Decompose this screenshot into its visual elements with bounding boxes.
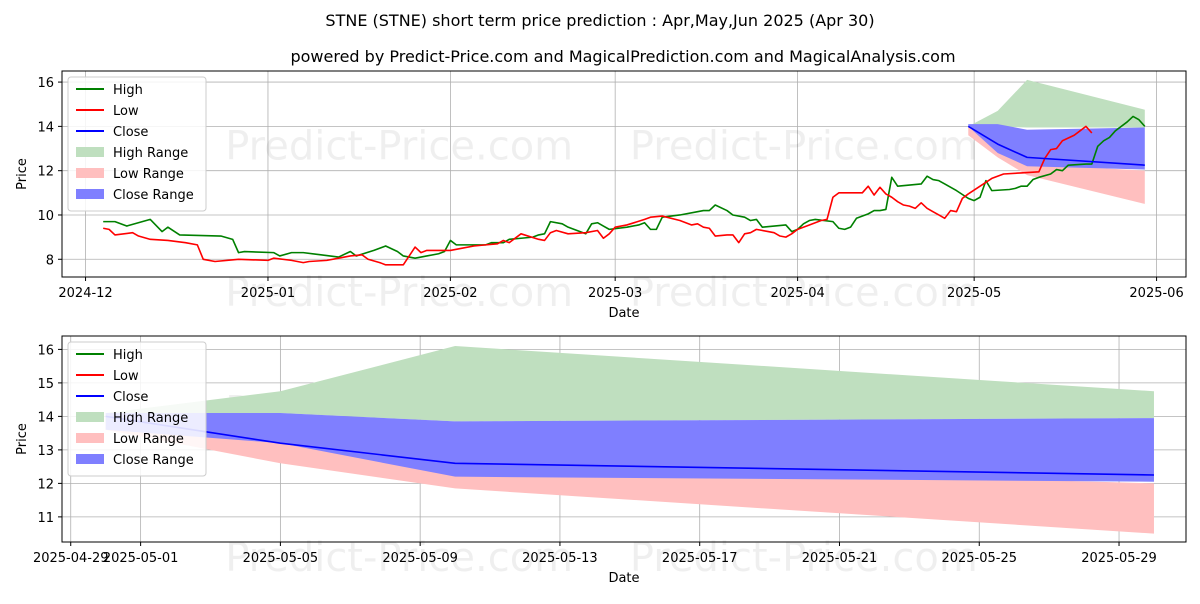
axes-frame bbox=[61, 335, 1187, 543]
y-axis-label: Price bbox=[15, 423, 30, 455]
legend-label-high-range: High Range bbox=[113, 411, 188, 426]
x-tick-label: 2025-05-29 bbox=[1081, 551, 1157, 566]
watermark-text: Predict-Price.com bbox=[225, 124, 573, 170]
legend-label-low: Low bbox=[113, 369, 139, 384]
x-tick-label: 2025-01 bbox=[241, 286, 295, 301]
y-tick-label: 16 bbox=[37, 76, 54, 91]
close-range-area bbox=[105, 413, 1154, 482]
legend-swatch-high-range bbox=[76, 147, 104, 157]
legend-label-low-range: Low Range bbox=[113, 432, 184, 447]
low-extended-series-line bbox=[967, 125, 1093, 195]
chart-panel-1: Predict-Price.com Predict-Price.com Predic… bbox=[15, 70, 1187, 321]
legend-label-high-range: High Range bbox=[113, 146, 188, 161]
x-tick-label: 2025-06 bbox=[1129, 286, 1183, 301]
x-tick-label: 2025-05-09 bbox=[382, 551, 458, 566]
axes-frame bbox=[61, 70, 1187, 278]
x-tick-label: 2025-04 bbox=[770, 286, 824, 301]
legend: High Low Close High Range Low Range Close Ran… bbox=[67, 341, 207, 477]
watermark-text: Predict-Price.com bbox=[225, 270, 573, 316]
legend-swatch-close-range bbox=[76, 189, 104, 199]
y-tick-label: 10 bbox=[37, 209, 54, 224]
y-tick-label: 12 bbox=[37, 477, 54, 492]
x-tick-label: 2025-05-13 bbox=[522, 551, 598, 566]
legend-swatch-close-range bbox=[76, 454, 104, 464]
chart-panel-2: Predict-Price.comPredict-Price.comPredic… bbox=[15, 335, 1187, 586]
x-tick-label: 2025-05 bbox=[947, 286, 1001, 301]
legend: High Low Close High Range Low Range Close Ran… bbox=[67, 76, 207, 212]
x-axis-label: Date bbox=[608, 571, 639, 586]
y-tick-label: 15 bbox=[37, 377, 54, 392]
y-tick-label: 11 bbox=[37, 511, 54, 526]
y-axis-label: Price bbox=[15, 158, 30, 190]
x-tick-label: 2025-05-25 bbox=[941, 551, 1017, 566]
y-tick-label: 14 bbox=[37, 120, 54, 135]
x-tick-label: 2025-04-29 bbox=[33, 551, 109, 566]
chart-title: STNE (STNE) short term price prediction … bbox=[325, 11, 874, 30]
y-tick-label: 14 bbox=[37, 410, 54, 425]
watermark-text: Predict-Price.com bbox=[630, 535, 978, 581]
chart-subtitle: powered by Predict-Price.com and Magical… bbox=[290, 47, 955, 66]
high-range-area bbox=[105, 346, 1154, 422]
legend-label-close: Close bbox=[113, 125, 148, 140]
watermark-text: Predict-Price.com bbox=[225, 535, 573, 581]
high-range-area bbox=[968, 79, 1145, 128]
x-tick-label: 2025-05-21 bbox=[802, 551, 878, 566]
x-tick-label: 2025-02 bbox=[423, 286, 477, 301]
legend-label-close-range: Close Range bbox=[113, 188, 194, 203]
x-axis-label: Date bbox=[608, 306, 639, 321]
legend-label-high: High bbox=[113, 348, 143, 363]
x-tick-label: 2025-05-01 bbox=[103, 551, 179, 566]
legend-label-low: Low bbox=[113, 104, 139, 119]
x-tick-label: 2024-12 bbox=[58, 286, 112, 301]
x-tick-label: 2025-03 bbox=[588, 286, 642, 301]
legend-swatch-low-range bbox=[76, 433, 104, 443]
close-range-area bbox=[968, 124, 1145, 170]
y-tick-label: 12 bbox=[37, 165, 54, 180]
legend-label-low-range: Low Range bbox=[113, 167, 184, 182]
low-series-line bbox=[103, 185, 969, 266]
y-tick-label: 16 bbox=[37, 343, 54, 358]
legend-swatch-low-range bbox=[76, 168, 104, 178]
y-tick-label: 8 bbox=[46, 253, 54, 268]
x-tick-label: 2025-05-17 bbox=[662, 551, 738, 566]
legend-label-close: Close bbox=[113, 390, 148, 405]
low-range-area bbox=[968, 126, 1145, 204]
watermark-text: Predict-Price.com bbox=[630, 270, 978, 316]
plot-area bbox=[103, 79, 1146, 266]
high-series-line bbox=[103, 115, 1146, 259]
legend-swatch-high-range bbox=[76, 412, 104, 422]
close-series-line bbox=[967, 125, 1145, 166]
watermark-text: Predict-Price.com bbox=[630, 124, 978, 170]
legend-label-high: High bbox=[113, 83, 143, 98]
x-tick-label: 2025-05-05 bbox=[243, 551, 319, 566]
legend-label-close-range: Close Range bbox=[113, 453, 194, 468]
plot-area bbox=[105, 346, 1154, 534]
y-tick-label: 13 bbox=[37, 444, 54, 459]
